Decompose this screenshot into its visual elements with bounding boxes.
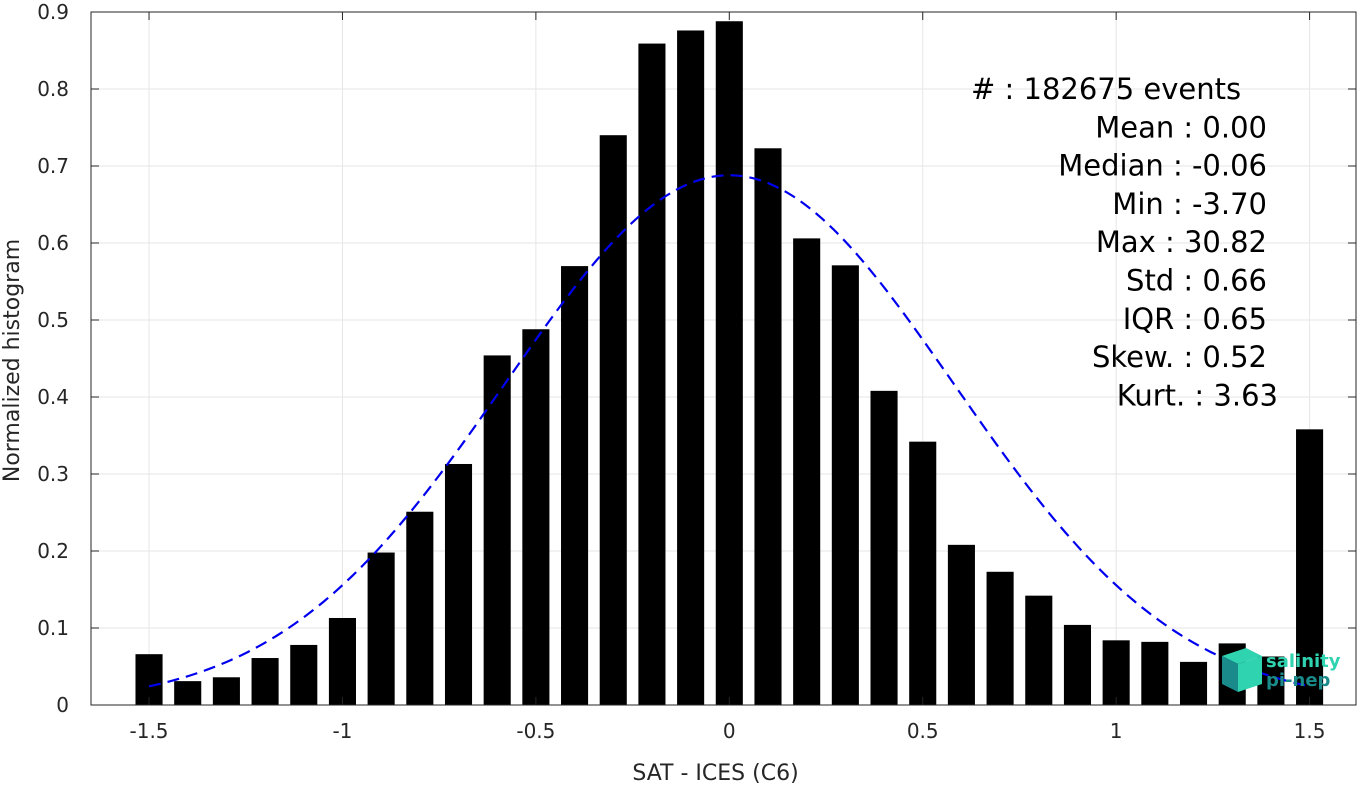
y-tick-label: 0 [56, 693, 69, 717]
histogram-bar [367, 552, 395, 705]
histogram-bar [174, 681, 202, 705]
x-tick-label: 0.5 [907, 719, 939, 743]
histogram-bar [135, 654, 163, 705]
y-tick-label: 0.6 [37, 231, 69, 255]
stat-skew: Skew. : 0.52 [1092, 340, 1267, 374]
histogram-bar [251, 658, 279, 705]
statistics-annotation: # : 182675 events Mean : 0.00 Median : -… [971, 72, 1278, 412]
x-tick-label: 1 [1110, 719, 1123, 743]
y-tick-label: 0.5 [37, 308, 69, 332]
plot-frame [90, 11, 1357, 706]
normal-fit-curve [148, 174, 1310, 688]
x-axis-ticks: -1.5 -1 -0.5 0 0.5 1 1.5 [130, 12, 1326, 743]
cube-icon [1222, 648, 1262, 692]
logo-text-salinity: salinity [1266, 651, 1341, 672]
histogram-bar [638, 43, 666, 705]
histogram-bar [1179, 661, 1208, 705]
stat-min: Min : -3.70 [1112, 187, 1267, 221]
histogram-bar [677, 30, 705, 706]
stat-mean: Mean : 0.00 [1095, 110, 1267, 144]
stat-iqr: IQR : 0.65 [1123, 302, 1267, 336]
y-tick-label: 0.2 [37, 539, 69, 563]
stat-max: Max : 30.82 [1096, 225, 1267, 259]
stat-events: # : 182675 events [971, 72, 1241, 106]
histogram-bar [561, 266, 589, 705]
histogram-bar [328, 617, 356, 705]
y-tick-label: 0.8 [37, 77, 69, 101]
y-tick-label: 0.1 [37, 616, 69, 640]
stat-std: Std : 0.66 [1126, 264, 1267, 298]
histogram-bar [870, 390, 898, 705]
histogram-bar [406, 511, 434, 705]
x-tick-label: -1 [332, 719, 352, 743]
logo-text-pinep: pi-nep [1266, 670, 1331, 691]
histogram-bar [947, 544, 975, 705]
histogram-bar [1141, 641, 1169, 705]
histogram-bar [793, 238, 821, 705]
histogram-bar [483, 355, 511, 705]
histogram-bar [1296, 429, 1324, 705]
histogram-bar [715, 21, 743, 706]
y-axis-ticks: 0 0.1 0.2 0.3 0.4 0.5 0.6 0.7 0.8 0.9 [37, 0, 1356, 717]
histogram-bar [444, 463, 473, 705]
y-tick-label: 0.7 [37, 154, 69, 178]
histogram-bar [1102, 640, 1130, 705]
y-tick-label: 0.9 [37, 0, 69, 24]
histogram-bar [909, 441, 937, 705]
histogram-bars [135, 21, 1324, 706]
stat-kurt: Kurt. : 3.63 [1117, 378, 1278, 412]
histogram-bar [986, 571, 1014, 705]
histogram-bar [1063, 624, 1092, 705]
histogram-bar [212, 677, 240, 705]
histogram-bar [754, 148, 782, 706]
histogram-bar [599, 135, 627, 705]
x-tick-label: 1.5 [1294, 719, 1326, 743]
x-tick-label: -0.5 [516, 719, 555, 743]
x-tick-label: 0 [723, 719, 736, 743]
histogram-bar [290, 644, 318, 705]
stat-median: Median : -0.06 [1058, 149, 1267, 183]
x-axis-label: SAT - ICES (C6) [632, 761, 798, 785]
y-tick-label: 0.3 [37, 462, 69, 486]
salinity-pinep-logo: salinity pi-nep [1222, 648, 1341, 692]
x-tick-label: -1.5 [130, 719, 169, 743]
histogram-bar [1025, 595, 1053, 705]
y-tick-label: 0.4 [37, 385, 69, 409]
histogram-bar [522, 329, 550, 705]
y-axis-label: Normalized histogram [0, 239, 25, 482]
histogram-bar [831, 265, 859, 705]
